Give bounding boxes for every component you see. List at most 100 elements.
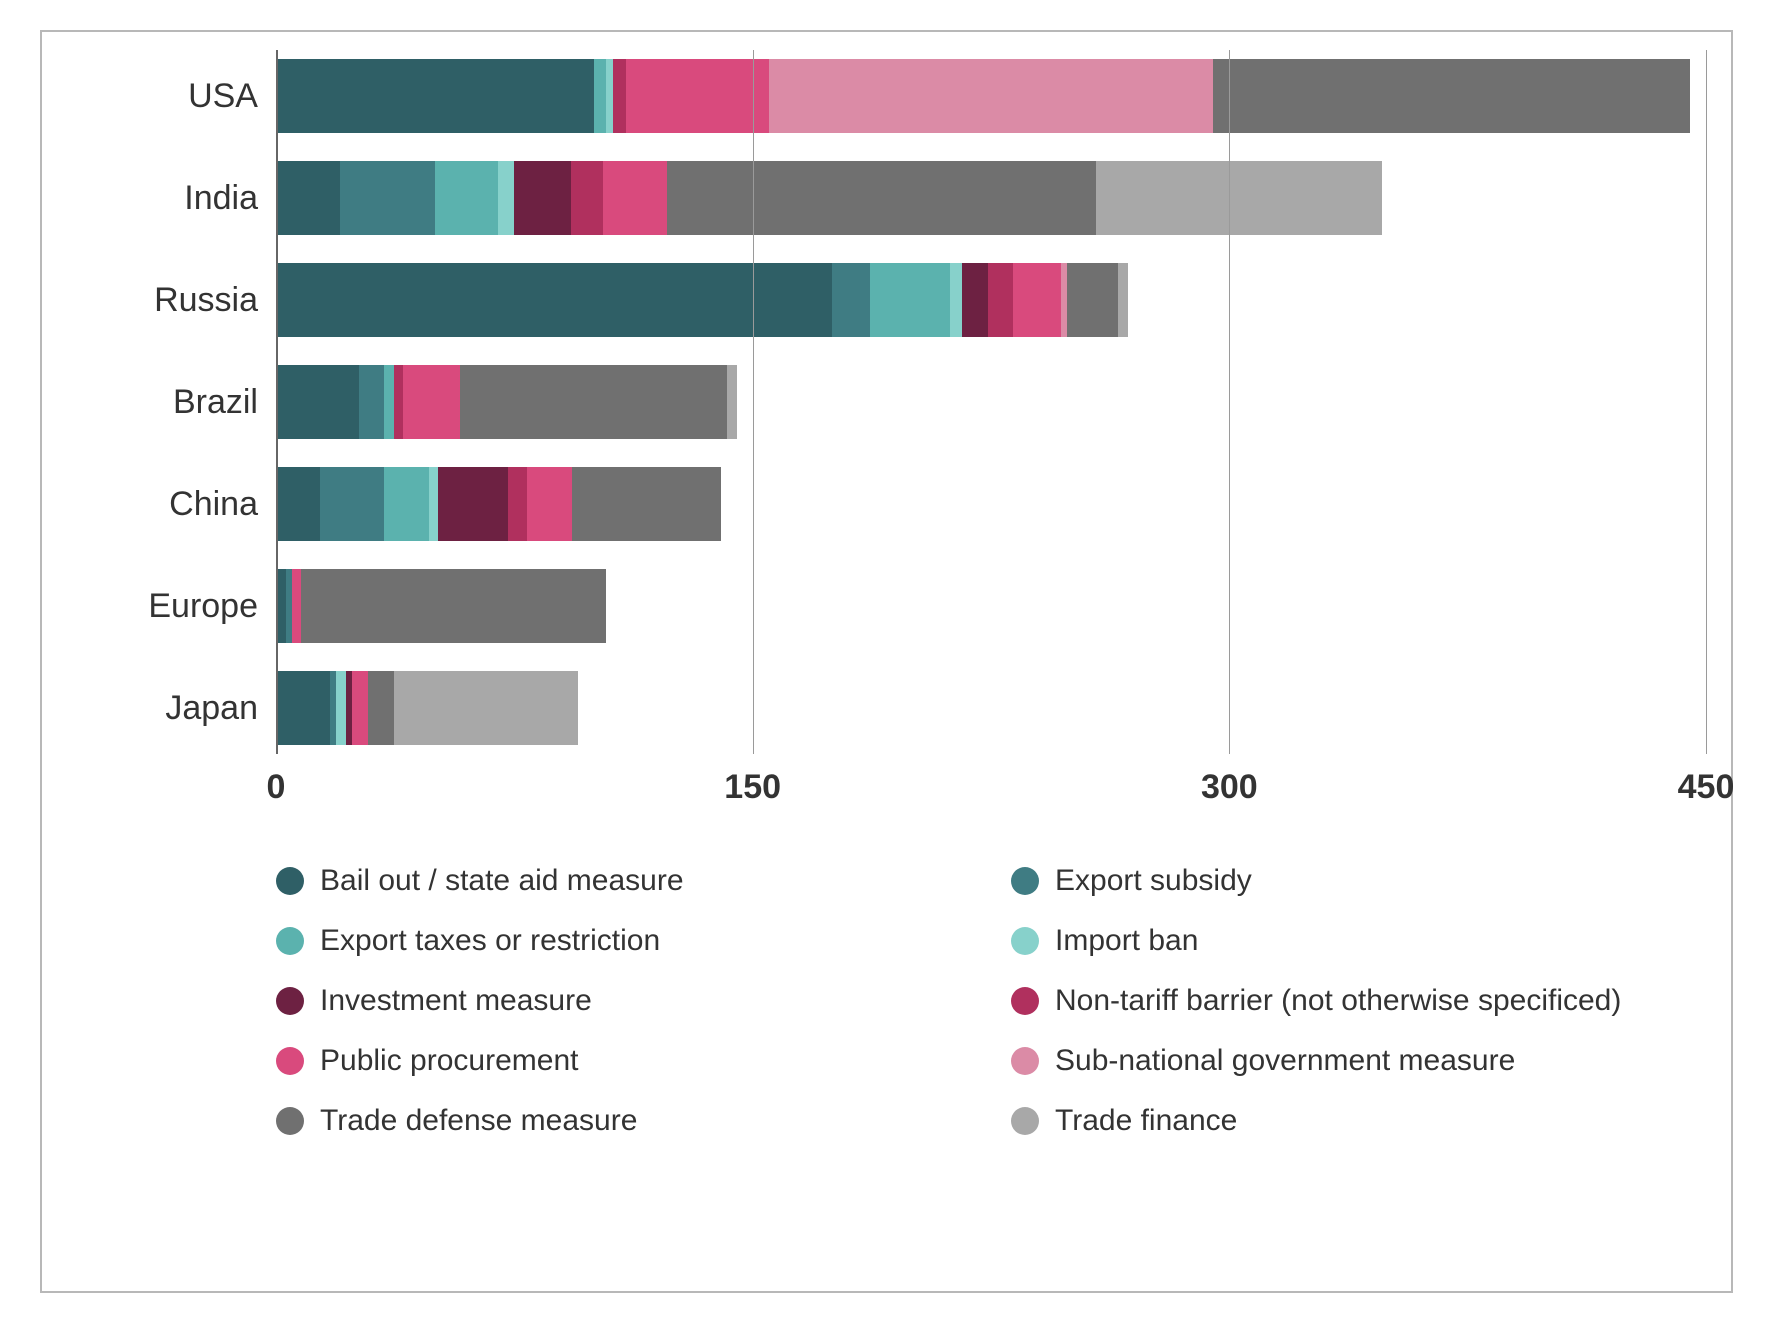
stacked-bar	[276, 671, 578, 745]
bar-segment-non_tariff	[613, 59, 626, 133]
chart-row: Japan	[66, 662, 1707, 754]
legend-item: Export subsidy	[1011, 864, 1706, 898]
bar-segment-public_proc	[352, 671, 368, 745]
bar-segment-trade_defense	[1067, 263, 1118, 337]
bar-track	[276, 458, 1707, 550]
bar-segment-trade_defense	[1213, 59, 1690, 133]
stacked-bar	[276, 59, 1690, 133]
category-label: Brazil	[66, 383, 276, 422]
legend-swatch	[1011, 1107, 1039, 1135]
bar-track	[276, 560, 1707, 652]
chart-area: USA India Russia Brazil China Europe Japan	[66, 50, 1707, 754]
bar-segment-public_proc	[403, 365, 460, 439]
bar-segment-investment	[438, 467, 508, 541]
legend-item: Bail out / state aid measure	[276, 864, 971, 898]
chart-row: Europe	[66, 560, 1707, 652]
x-axis-tick: 0	[267, 768, 286, 807]
bar-segment-export_subsidy	[340, 161, 435, 235]
bar-segment-bail_out	[276, 161, 340, 235]
chart-row: Russia	[66, 254, 1707, 346]
bar-segment-trade_finance	[727, 365, 737, 439]
bar-segment-import_ban	[336, 671, 346, 745]
legend-swatch	[276, 987, 304, 1015]
bar-segment-trade_defense	[301, 569, 606, 643]
legend-label: Non-tariff barrier (not otherwise specif…	[1055, 984, 1621, 1018]
bar-segment-public_proc	[603, 161, 667, 235]
legend-label: Export taxes or restriction	[320, 924, 660, 958]
bar-segment-export_tax	[384, 467, 428, 541]
stacked-bar	[276, 365, 737, 439]
bar-segment-import_ban	[429, 467, 439, 541]
x-axis-tick: 450	[1678, 768, 1735, 807]
bar-segment-bail_out	[276, 569, 286, 643]
legend-item: Export taxes or restriction	[276, 924, 971, 958]
legend-label: Import ban	[1055, 924, 1198, 958]
legend-swatch	[1011, 867, 1039, 895]
legend-item: Non-tariff barrier (not otherwise specif…	[1011, 984, 1706, 1018]
legend-item: Trade defense measure	[276, 1104, 971, 1138]
legend-label: Export subsidy	[1055, 864, 1252, 898]
bar-segment-export_subsidy	[320, 467, 384, 541]
legend-label: Trade defense measure	[320, 1104, 637, 1138]
bar-segment-bail_out	[276, 263, 832, 337]
bar-segment-non_tariff	[394, 365, 404, 439]
chart-row: USA	[66, 50, 1707, 142]
bar-segment-trade_defense	[460, 365, 727, 439]
bar-segment-export_subsidy	[832, 263, 870, 337]
stacked-bar	[276, 569, 606, 643]
chart-panel: USA India Russia Brazil China Europe Japan 0 15…	[40, 30, 1733, 1293]
chart-row: India	[66, 152, 1707, 244]
bar-track	[276, 152, 1707, 244]
legend-item: Investment measure	[276, 984, 971, 1018]
legend-item: Trade finance	[1011, 1104, 1706, 1138]
stacked-bar	[276, 467, 721, 541]
bar-segment-investment	[962, 263, 987, 337]
category-label: China	[66, 485, 276, 524]
bar-segment-investment	[514, 161, 571, 235]
bar-segment-non_tariff	[508, 467, 527, 541]
category-label: India	[66, 179, 276, 218]
bar-segment-trade_defense	[368, 671, 393, 745]
legend-swatch	[1011, 927, 1039, 955]
legend-swatch	[276, 927, 304, 955]
category-label: USA	[66, 77, 276, 116]
bar-segment-trade_finance	[394, 671, 578, 745]
bar-segment-export_subsidy	[359, 365, 384, 439]
bar-segment-public_proc	[292, 569, 302, 643]
legend-item: Public procurement	[276, 1044, 971, 1078]
legend-label: Sub-national government measure	[1055, 1044, 1515, 1078]
x-axis-tick: 150	[724, 768, 781, 807]
bar-segment-bail_out	[276, 467, 320, 541]
legend-swatch	[276, 867, 304, 895]
legend-item: Import ban	[1011, 924, 1706, 958]
bar-segment-public_proc	[1013, 263, 1061, 337]
bar-segment-trade_defense	[667, 161, 1096, 235]
legend-label: Public procurement	[320, 1044, 578, 1078]
bar-segment-export_tax	[435, 161, 499, 235]
bar-segment-non_tariff	[571, 161, 603, 235]
bar-segment-export_tax	[384, 365, 394, 439]
bar-track	[276, 356, 1707, 448]
bar-segment-public_proc	[527, 467, 571, 541]
category-label: Russia	[66, 281, 276, 320]
bar-segment-export_tax	[594, 59, 607, 133]
bar-segment-export_tax	[870, 263, 949, 337]
x-axis-tick: 300	[1201, 768, 1258, 807]
bar-segment-public_proc	[626, 59, 769, 133]
bar-segment-import_ban	[498, 161, 514, 235]
legend-label: Investment measure	[320, 984, 592, 1018]
bar-segment-bail_out	[276, 365, 359, 439]
bar-segment-trade_finance	[1096, 161, 1382, 235]
bar-track	[276, 50, 1707, 142]
legend-swatch	[1011, 1047, 1039, 1075]
chart-row: Brazil	[66, 356, 1707, 448]
category-label: Europe	[66, 587, 276, 626]
bar-segment-bail_out	[276, 671, 330, 745]
bar-track	[276, 254, 1707, 346]
bar-segment-bail_out	[276, 59, 594, 133]
stacked-bar	[276, 161, 1382, 235]
bar-track	[276, 662, 1707, 754]
bar-segment-non_tariff	[988, 263, 1013, 337]
legend-swatch	[1011, 987, 1039, 1015]
legend-item: Sub-national government measure	[1011, 1044, 1706, 1078]
